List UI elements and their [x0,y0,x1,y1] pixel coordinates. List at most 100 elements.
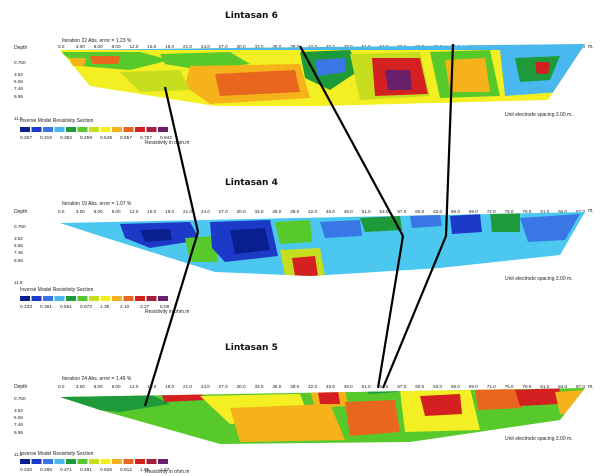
section-lintasan-5: Lintasan 5 Iteration 24 Abs. error = 1.4… [14,343,594,475]
legend-value-label: 0.942 [160,135,172,141]
distance-tick-label: 18.0 [165,44,174,49]
distance-tick-label: 18.0 [165,384,174,389]
depth-tick-label: 0.750 [14,60,26,65]
unit-m-label: m. [588,44,594,50]
legend-unit: Resistivity in ohm.m [145,140,189,146]
legend-value-label: 0.220 [20,467,32,473]
legend-value-label: 0.549 [100,135,112,141]
depth-tick-label: 3.82 [14,408,23,413]
distance-tick-label: 81.0 [540,384,549,389]
legend-color-scale: 0.233 0.361 0.561 0.872 1.35 2.10 3.27 5.08 [20,296,170,310]
depth-tick-label: 5.56 [14,79,23,84]
depth-tick-label: 9.56 [14,94,23,99]
legend-swatch [77,296,88,301]
unit-m-label: m. [588,384,594,390]
depth-label: Depth [14,45,28,51]
distance-tick-label: 45.0 [326,44,335,49]
distance-tick-label: 6.00 [94,209,103,214]
depth-axis: 0.750 3.82 5.56 7.46 9.56 11.9 [14,224,26,285]
distance-tick-label: 51.0 [362,209,371,214]
legend-swatch [158,459,168,464]
distance-tick-label: 9.00 [112,44,121,49]
legend-value-label: 1.37 [160,467,170,473]
legend-swatch [112,127,122,132]
distance-tick-label: 12.0 [129,44,138,49]
distance-tick-label: 36.0 [272,384,281,389]
section-title: Lintasan 4 [225,178,278,188]
legend-swatch [123,296,134,301]
legend-value-label: 0.319 [40,135,52,141]
depth-axis: 0.750 3.82 5.56 7.46 9.56 11.9 [14,60,26,121]
distance-tick-label: 33.0 [254,44,263,49]
electrode-spacing: Unit electrode spacing 3.00 m. [505,112,573,118]
distance-tick-label: 21.0 [183,44,192,49]
distance-tick-label: 33.0 [254,209,263,214]
legend-swatch [135,296,145,301]
legend-value-label: 0.382 [60,135,72,141]
connector-line [143,231,200,407]
distance-axis: 0.0 3.00 6.00 9.00 12.0 15.0 18.0 21.0 24.0 27.0 3… [58,384,585,389]
legend-swatch [135,459,145,464]
distance-tick-label: 21.0 [183,209,192,214]
section-lintasan-4: Lintasan 4 Iteration 19 Abs. error = 1.0… [14,178,594,315]
legend-value-label: 0.481 [80,467,92,473]
depth-tick-label: 7.46 [14,250,23,255]
distance-tick-label: 84.0 [558,384,567,389]
distance-tick-label: 78.0 [522,209,531,214]
iteration-label: Iteration 24 Abs. error = 1.49 % [62,376,132,382]
legend-unit: Resistivity in ohm.m [145,309,189,315]
distance-tick-label: 87.0 [576,209,585,214]
depth-tick-label: 0.750 [14,396,26,401]
depth-tick-label: 3.82 [14,72,23,77]
legend-swatch [20,127,30,132]
legend-swatch [31,459,42,464]
electrode-spacing: Unit electrode spacing 3.00 m. [505,436,573,442]
distance-tick-label: 87.0 [576,384,585,389]
legend-swatch [112,459,122,464]
distance-axis: 0.0 3.00 6.00 9.00 12.0 15.0 18.0 21.0 24.0 27.0 3… [58,209,585,214]
distance-tick-label: 42.0 [308,384,317,389]
distance-tick-label: 66.0 [451,209,460,214]
distance-tick-label: 48.0 [344,209,353,214]
distance-tick-label: 57.0 [397,209,406,214]
legend-swatch [43,127,53,132]
distance-tick-label: 69.0 [469,209,478,214]
resistivity-section-image [60,44,585,106]
distance-tick-label: 45.0 [326,209,335,214]
legend-value-label: 0.267 [20,135,32,141]
section-title: Lintasan 6 [225,11,278,21]
connector-line [163,86,200,233]
depth-axis: 0.750 3.82 5.56 7.46 9.56 11.9 [14,396,26,457]
legend-swatch [31,296,42,301]
legend-value-label: 1.35 [100,304,110,310]
legend-swatch [54,459,65,464]
connector-line [444,43,455,237]
legend-swatch [43,459,53,464]
distance-tick-label: 30.0 [237,44,246,49]
legend-value-label: 0.657 [120,135,132,141]
distance-tick-label: 24.0 [201,384,210,389]
distance-tick-label: 66.0 [451,384,460,389]
depth-tick-label: 11.9 [14,280,23,285]
legend-value-label: 0.625 [100,467,112,473]
legend-swatch [77,459,88,464]
distance-tick-label: 75.0 [505,209,514,214]
distance-tick-label: 6.00 [94,44,103,49]
distance-tick-label: 60.0 [415,209,424,214]
unit-m-label: m. [588,208,594,214]
distance-tick-label: 24.0 [201,209,210,214]
depth-tick-label: 11.9 [14,116,23,121]
legend-swatch [77,127,88,132]
distance-tick-label: 81.0 [540,209,549,214]
connector-line [376,235,405,389]
distance-tick-label: 9.00 [112,384,121,389]
legend-swatch [20,296,30,301]
legend-swatch [66,296,76,301]
iteration-label: Iteration 19 Abs. error = 1.07 % [62,201,132,207]
distance-tick-label: 15.0 [147,44,156,49]
distance-tick-label: 3.00 [76,44,85,49]
connector-line [299,45,404,237]
legend-swatch [54,127,65,132]
depth-label: Depth [14,209,28,215]
legend-value-label: 0.459 [80,135,92,141]
